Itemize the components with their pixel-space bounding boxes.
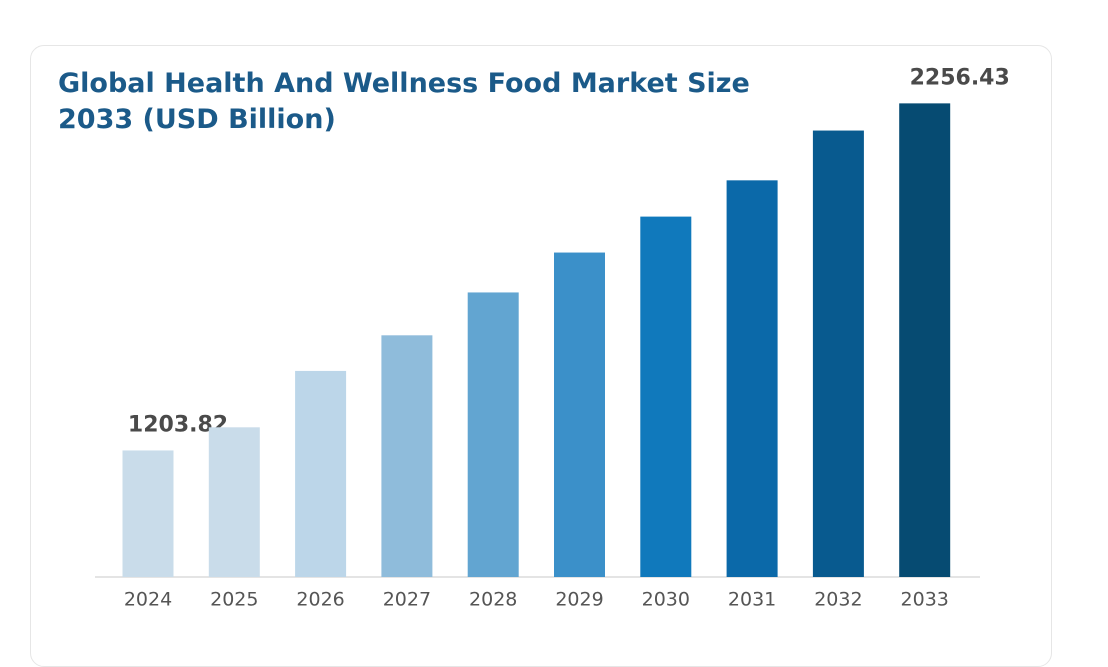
x-tick-label: 2032 bbox=[814, 589, 862, 611]
bar bbox=[640, 216, 692, 577]
value-label: 2256.43 bbox=[910, 65, 1010, 90]
chart-title: Global Health And Wellness Food Market S… bbox=[58, 68, 750, 135]
bar bbox=[208, 427, 260, 577]
card bbox=[30, 45, 1052, 667]
bar bbox=[726, 180, 778, 577]
bar bbox=[467, 292, 519, 577]
page: Global Health And Wellness Food Market S… bbox=[30, 45, 1052, 667]
x-tick-label: 2028 bbox=[469, 589, 517, 611]
bar bbox=[899, 103, 951, 577]
x-tick-label: 2024 bbox=[124, 589, 172, 611]
x-tick-label: 2033 bbox=[901, 589, 949, 611]
bar bbox=[295, 370, 347, 577]
x-tick-label: 2029 bbox=[555, 589, 603, 611]
x-tick-label: 2025 bbox=[210, 589, 258, 611]
x-tick-label: 2026 bbox=[296, 589, 344, 611]
bar bbox=[381, 335, 433, 577]
x-tick-label: 2027 bbox=[383, 589, 431, 611]
bar bbox=[554, 252, 605, 577]
x-tick-label: 2030 bbox=[642, 589, 690, 611]
bar bbox=[122, 450, 174, 577]
bar bbox=[812, 130, 864, 577]
x-tick-label: 2031 bbox=[728, 589, 776, 611]
